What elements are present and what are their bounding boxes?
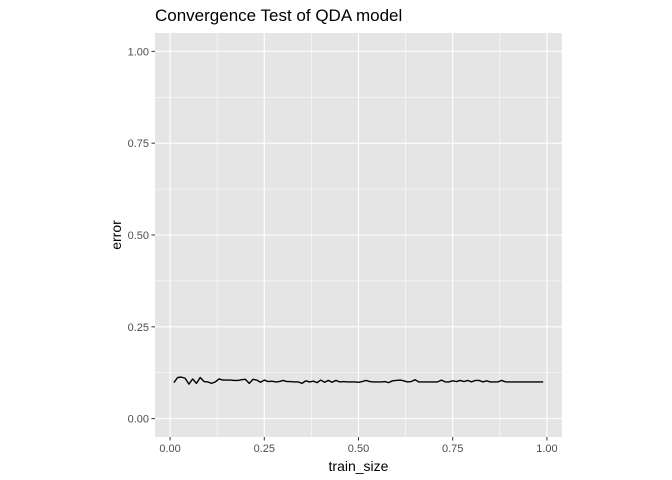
y-tick-label: 0.25 bbox=[128, 322, 149, 334]
y-tick-label: 0.00 bbox=[128, 414, 149, 426]
y-tick-label: 0.50 bbox=[128, 230, 149, 242]
x-tick-label: 0.50 bbox=[348, 443, 369, 455]
series-line bbox=[173, 376, 544, 385]
grid bbox=[155, 33, 562, 437]
x-tick-label: 0.75 bbox=[442, 443, 463, 455]
y-tick-label: 0.75 bbox=[128, 138, 149, 150]
axis-ticks: 0.00 0.25 0.50 0.75 1.00 0.00 0.25 0.50 0.75 1.00 bbox=[128, 46, 558, 455]
x-tick-label: 1.00 bbox=[536, 443, 557, 455]
y-axis-title: error bbox=[108, 220, 124, 250]
y-tick-label: 1.00 bbox=[128, 46, 149, 58]
chart-title: Convergence Test of QDA model bbox=[155, 6, 402, 25]
x-tick-label: 0.25 bbox=[254, 443, 275, 455]
x-tick-label: 0.00 bbox=[159, 443, 180, 455]
x-axis-title: train_size bbox=[329, 458, 389, 474]
